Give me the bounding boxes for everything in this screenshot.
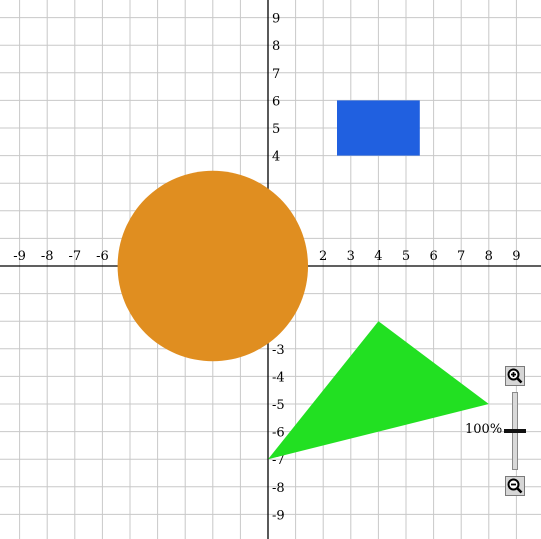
x-tick-label: -6 xyxy=(96,249,109,264)
zoom-level-label: 100% xyxy=(465,422,503,437)
x-tick-label: 9 xyxy=(512,249,520,264)
x-tick-label: -7 xyxy=(68,249,81,264)
zoom-in-icon xyxy=(507,368,523,384)
y-tick-label: -5 xyxy=(272,398,285,413)
shapes xyxy=(117,100,489,460)
zoom-in-button[interactable] xyxy=(505,366,525,386)
x-tick-label: 2 xyxy=(319,249,327,264)
x-tick-label: -9 xyxy=(13,249,26,264)
x-tick-label: 8 xyxy=(485,249,493,264)
y-tick-label: 6 xyxy=(272,94,280,109)
y-tick-label: 8 xyxy=(272,39,280,54)
x-tick-label: 7 xyxy=(457,249,465,264)
y-tick-label: 9 xyxy=(272,12,280,27)
green-triangle[interactable] xyxy=(268,321,489,460)
y-tick-label: -8 xyxy=(272,481,285,496)
y-tick-label: 4 xyxy=(272,150,280,165)
y-tick-label: -4 xyxy=(272,370,285,385)
x-tick-label: 4 xyxy=(374,249,382,264)
x-tick-label: 5 xyxy=(402,249,410,264)
x-tick-label: 6 xyxy=(429,249,437,264)
zoom-out-icon xyxy=(507,478,523,494)
zoom-out-button[interactable] xyxy=(505,476,525,496)
zoom-slider-thumb[interactable] xyxy=(504,429,526,433)
blue-rectangle[interactable] xyxy=(337,100,420,156)
x-tick-label: 3 xyxy=(347,249,355,264)
x-tick-label: -8 xyxy=(41,249,54,264)
y-tick-label: -3 xyxy=(272,343,285,358)
y-tick-label: -6 xyxy=(272,426,285,441)
orange-circle[interactable] xyxy=(117,170,309,362)
y-tick-label: 7 xyxy=(272,67,280,82)
y-tick-label: -9 xyxy=(272,508,285,523)
y-tick-label: 5 xyxy=(272,122,280,137)
